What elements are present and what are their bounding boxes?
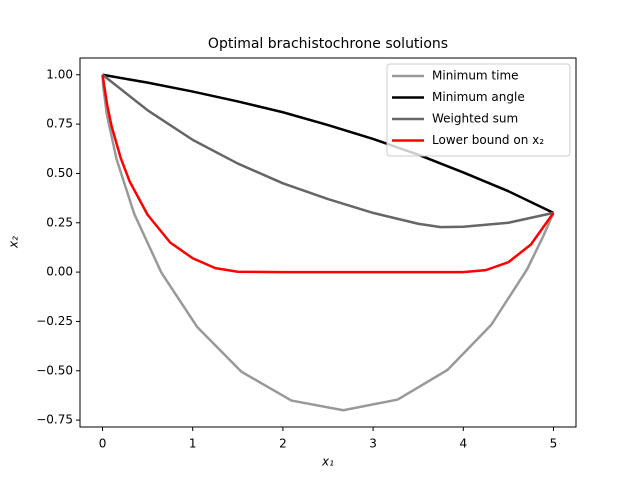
legend-box [386,63,571,157]
data-line [101,74,555,274]
legend-label: Weighted sum [432,112,518,126]
y-tick-label: 1.00 [46,67,73,81]
legend-label: Minimum time [432,69,519,83]
y-tick-label: 0.25 [46,215,73,229]
data-line [101,74,555,412]
x-tick-label: 2 [279,437,287,451]
y-tick-label: −0.25 [36,314,73,328]
plot-frame [79,57,577,428]
data-line [101,73,554,229]
y-tick-label: 0.75 [46,117,73,131]
chart-title: Optimal brachistochrone solutions [208,36,448,52]
x-axis-label: x₁ [321,455,334,469]
x-tick-label: 3 [369,437,377,451]
legend-label: Lower bound on x₂ [432,133,544,147]
y-tick-label: 0.00 [46,265,73,279]
x-tick-label: 5 [550,437,558,451]
x-tick-label: 4 [459,437,467,451]
y-tick-label: −0.75 [36,413,73,427]
data-line [102,73,554,215]
y-tick-label: 0.50 [46,166,73,180]
y-tick-label: −0.50 [36,363,73,377]
legend-label: Minimum angle [432,90,525,104]
x-tick-label: 0 [99,437,107,451]
x-tick-label: 1 [189,437,197,451]
y-axis-label: x₂ [7,236,21,249]
